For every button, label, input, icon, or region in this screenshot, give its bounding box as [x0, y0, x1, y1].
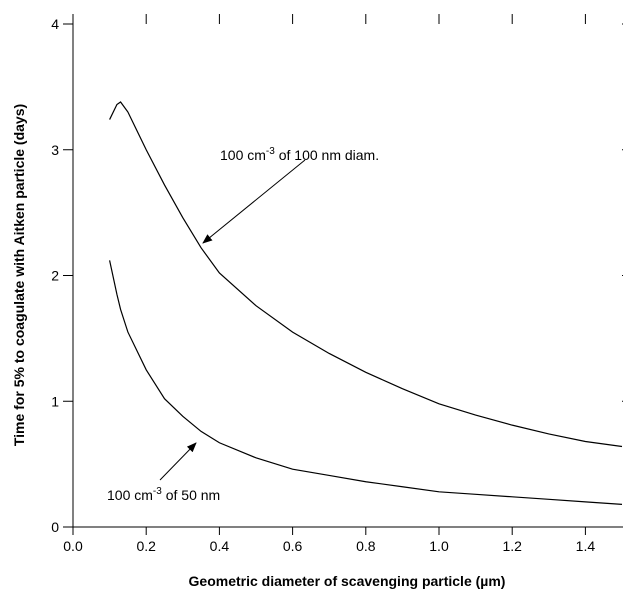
annotation-text: of 100 nm diam. — [275, 147, 379, 163]
x-tick-label: 0.8 — [356, 538, 376, 554]
x-tick-label: 0.0 — [63, 538, 83, 554]
x-tick-label: 1.4 — [576, 538, 596, 554]
annotation: 100 cm-3 of 50 nm — [107, 486, 220, 503]
x-tick-label: 0.2 — [136, 538, 156, 554]
annotation-text: 100 cm — [107, 487, 153, 503]
arrow — [159, 442, 197, 481]
x-axis-label: Geometric diameter of scavenging particl… — [189, 573, 506, 589]
y-tick-label: 0 — [51, 519, 59, 535]
y-tick-label: 3 — [51, 142, 59, 158]
annotation-text: of 50 nm — [162, 487, 220, 503]
x-tick-label: 1.0 — [429, 538, 449, 554]
annotation: 100 cm-3 of 100 nm diam. — [220, 146, 379, 163]
y-axis-label: Time for 5% to coagulate with Aitken par… — [11, 104, 27, 446]
y-tick-label: 4 — [51, 16, 59, 32]
line-series — [109, 260, 623, 505]
line-series — [109, 101, 623, 448]
arrow — [202, 159, 306, 244]
annotation-text: 100 cm — [220, 147, 266, 163]
x-tick-label: 0.6 — [283, 538, 303, 554]
annotation-sup: -3 — [153, 486, 162, 497]
y-tick-label: 1 — [51, 393, 59, 409]
x-tick-label: 1.2 — [502, 538, 522, 554]
annotation-sup: -3 — [266, 146, 275, 157]
y-tick-label: 2 — [51, 268, 59, 284]
x-tick-label: 0.4 — [210, 538, 230, 554]
